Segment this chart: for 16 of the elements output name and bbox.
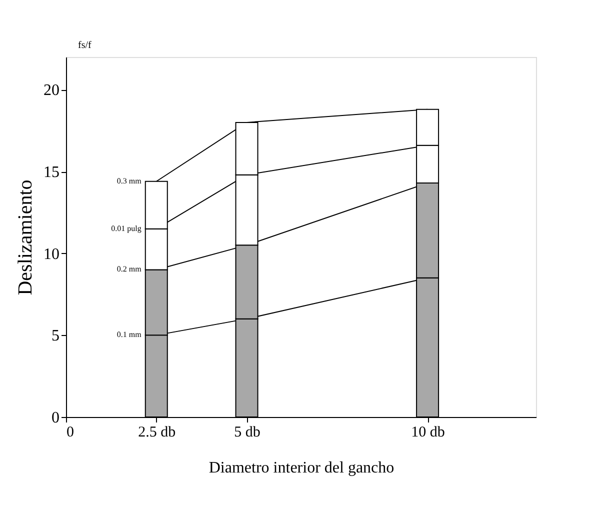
series-label: 0.1 mm: [116, 330, 142, 340]
series-label: 0.01 pulg: [111, 224, 142, 233]
y-tick-label: 10: [44, 246, 60, 263]
x-tick-label: 0: [66, 424, 74, 440]
y-tick-label: 20: [44, 82, 60, 100]
series-label: 0.2 mm: [116, 264, 142, 274]
y-tick-label: 15: [44, 164, 60, 182]
text: fs/f: [78, 40, 92, 51]
x-axis-title: Diametro interior del gancho: [208, 460, 394, 476]
y-tick-label: 5: [52, 328, 60, 345]
x-tick-label: 10 db: [411, 424, 445, 440]
x-tick-label: 2.5 db: [138, 424, 176, 440]
y-tick-label: 0: [52, 410, 60, 426]
series-label: 0.3 mm: [116, 176, 142, 186]
y-axis-title: Deslizamiento: [14, 180, 36, 296]
x-tick-label: 5 db: [234, 424, 260, 440]
